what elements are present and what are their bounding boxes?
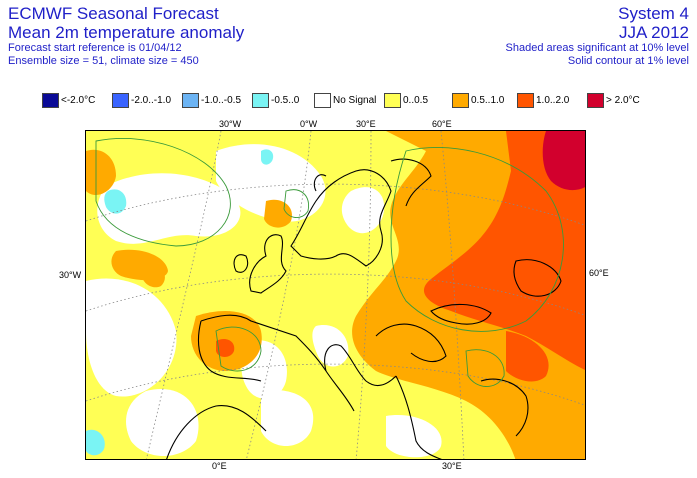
legend-item: -1.0..-0.5	[182, 92, 241, 108]
top-lon-label: 30°W	[219, 119, 242, 129]
significance-contours	[95, 138, 564, 387]
legend-item: > 2.0°C	[587, 92, 640, 108]
legend-swatch	[42, 92, 59, 108]
system-label: System 4	[618, 4, 689, 23]
header-right: System 4 JJA 2012 Shaded areas significa…	[506, 4, 689, 68]
top-lon-label: 60°E	[432, 119, 452, 129]
legend-swatch	[452, 92, 469, 108]
bottom-lon-label: 30°E	[442, 461, 462, 471]
legend-item: -0.5..0	[252, 92, 299, 108]
bottom-lon-label: 0°E	[212, 461, 227, 471]
legend-label: No Signal	[333, 94, 377, 106]
legend-label: <-2.0°C	[61, 94, 96, 106]
legend-item: -2.0..-1.0	[112, 92, 171, 108]
legend-label: -2.0..-1.0	[131, 94, 172, 106]
map-canvas	[86, 131, 585, 459]
legend-item: 0..0.5	[384, 92, 428, 108]
anomaly-map	[85, 130, 586, 460]
legend-label: 0.5..1.0	[471, 94, 505, 106]
top-lon-label: 30°E	[356, 119, 376, 129]
legend-swatch	[182, 92, 199, 108]
anomaly-above-2-areas	[542, 131, 585, 191]
legend-label: 1.0..2.0	[536, 94, 570, 106]
top-lon-label: 0°W	[300, 119, 318, 129]
legend-item: 0.5..1.0	[452, 92, 504, 108]
legend-swatch	[252, 92, 269, 108]
forecast-start-text: Forecast start reference is 01/04/12	[8, 42, 182, 54]
legend-item: <-2.0°C	[42, 92, 95, 108]
legend-label: > 2.0°C	[606, 94, 640, 106]
legend-label: -1.0..-0.5	[201, 94, 242, 106]
left-lon-label: 30°W	[59, 270, 82, 280]
anomaly-negative-areas	[86, 149, 274, 456]
legend-item: 1.0..2.0	[517, 92, 569, 108]
legend-swatch	[384, 92, 401, 108]
legend-swatch	[112, 92, 129, 108]
legend-item: No Signal	[314, 92, 376, 108]
no-signal-areas	[86, 144, 442, 458]
anomaly-1.0-2.0-areas	[216, 131, 585, 382]
legend-swatch	[314, 92, 331, 108]
title-line-1: ECMWF Seasonal Forecast	[8, 4, 219, 23]
legend-label: -0.5..0	[271, 94, 300, 106]
legend-label: 0..0.5	[403, 94, 429, 106]
contour-note: Solid contour at 1% level	[567, 55, 689, 67]
header-left: ECMWF Seasonal Forecast Mean 2m temperat…	[8, 4, 244, 68]
graticule-lines	[86, 131, 585, 459]
season-label: JJA 2012	[619, 23, 689, 42]
legend-swatch	[587, 92, 604, 108]
coastlines	[166, 158, 562, 459]
right-lon-label: 60°E	[589, 268, 609, 278]
ensemble-size-text: Ensemble size = 51, climate size = 450	[8, 55, 199, 67]
legend-swatch	[517, 92, 534, 108]
title-line-2: Mean 2m temperature anomaly	[8, 23, 245, 42]
shading-note: Shaded areas significant at 10% level	[505, 42, 689, 54]
